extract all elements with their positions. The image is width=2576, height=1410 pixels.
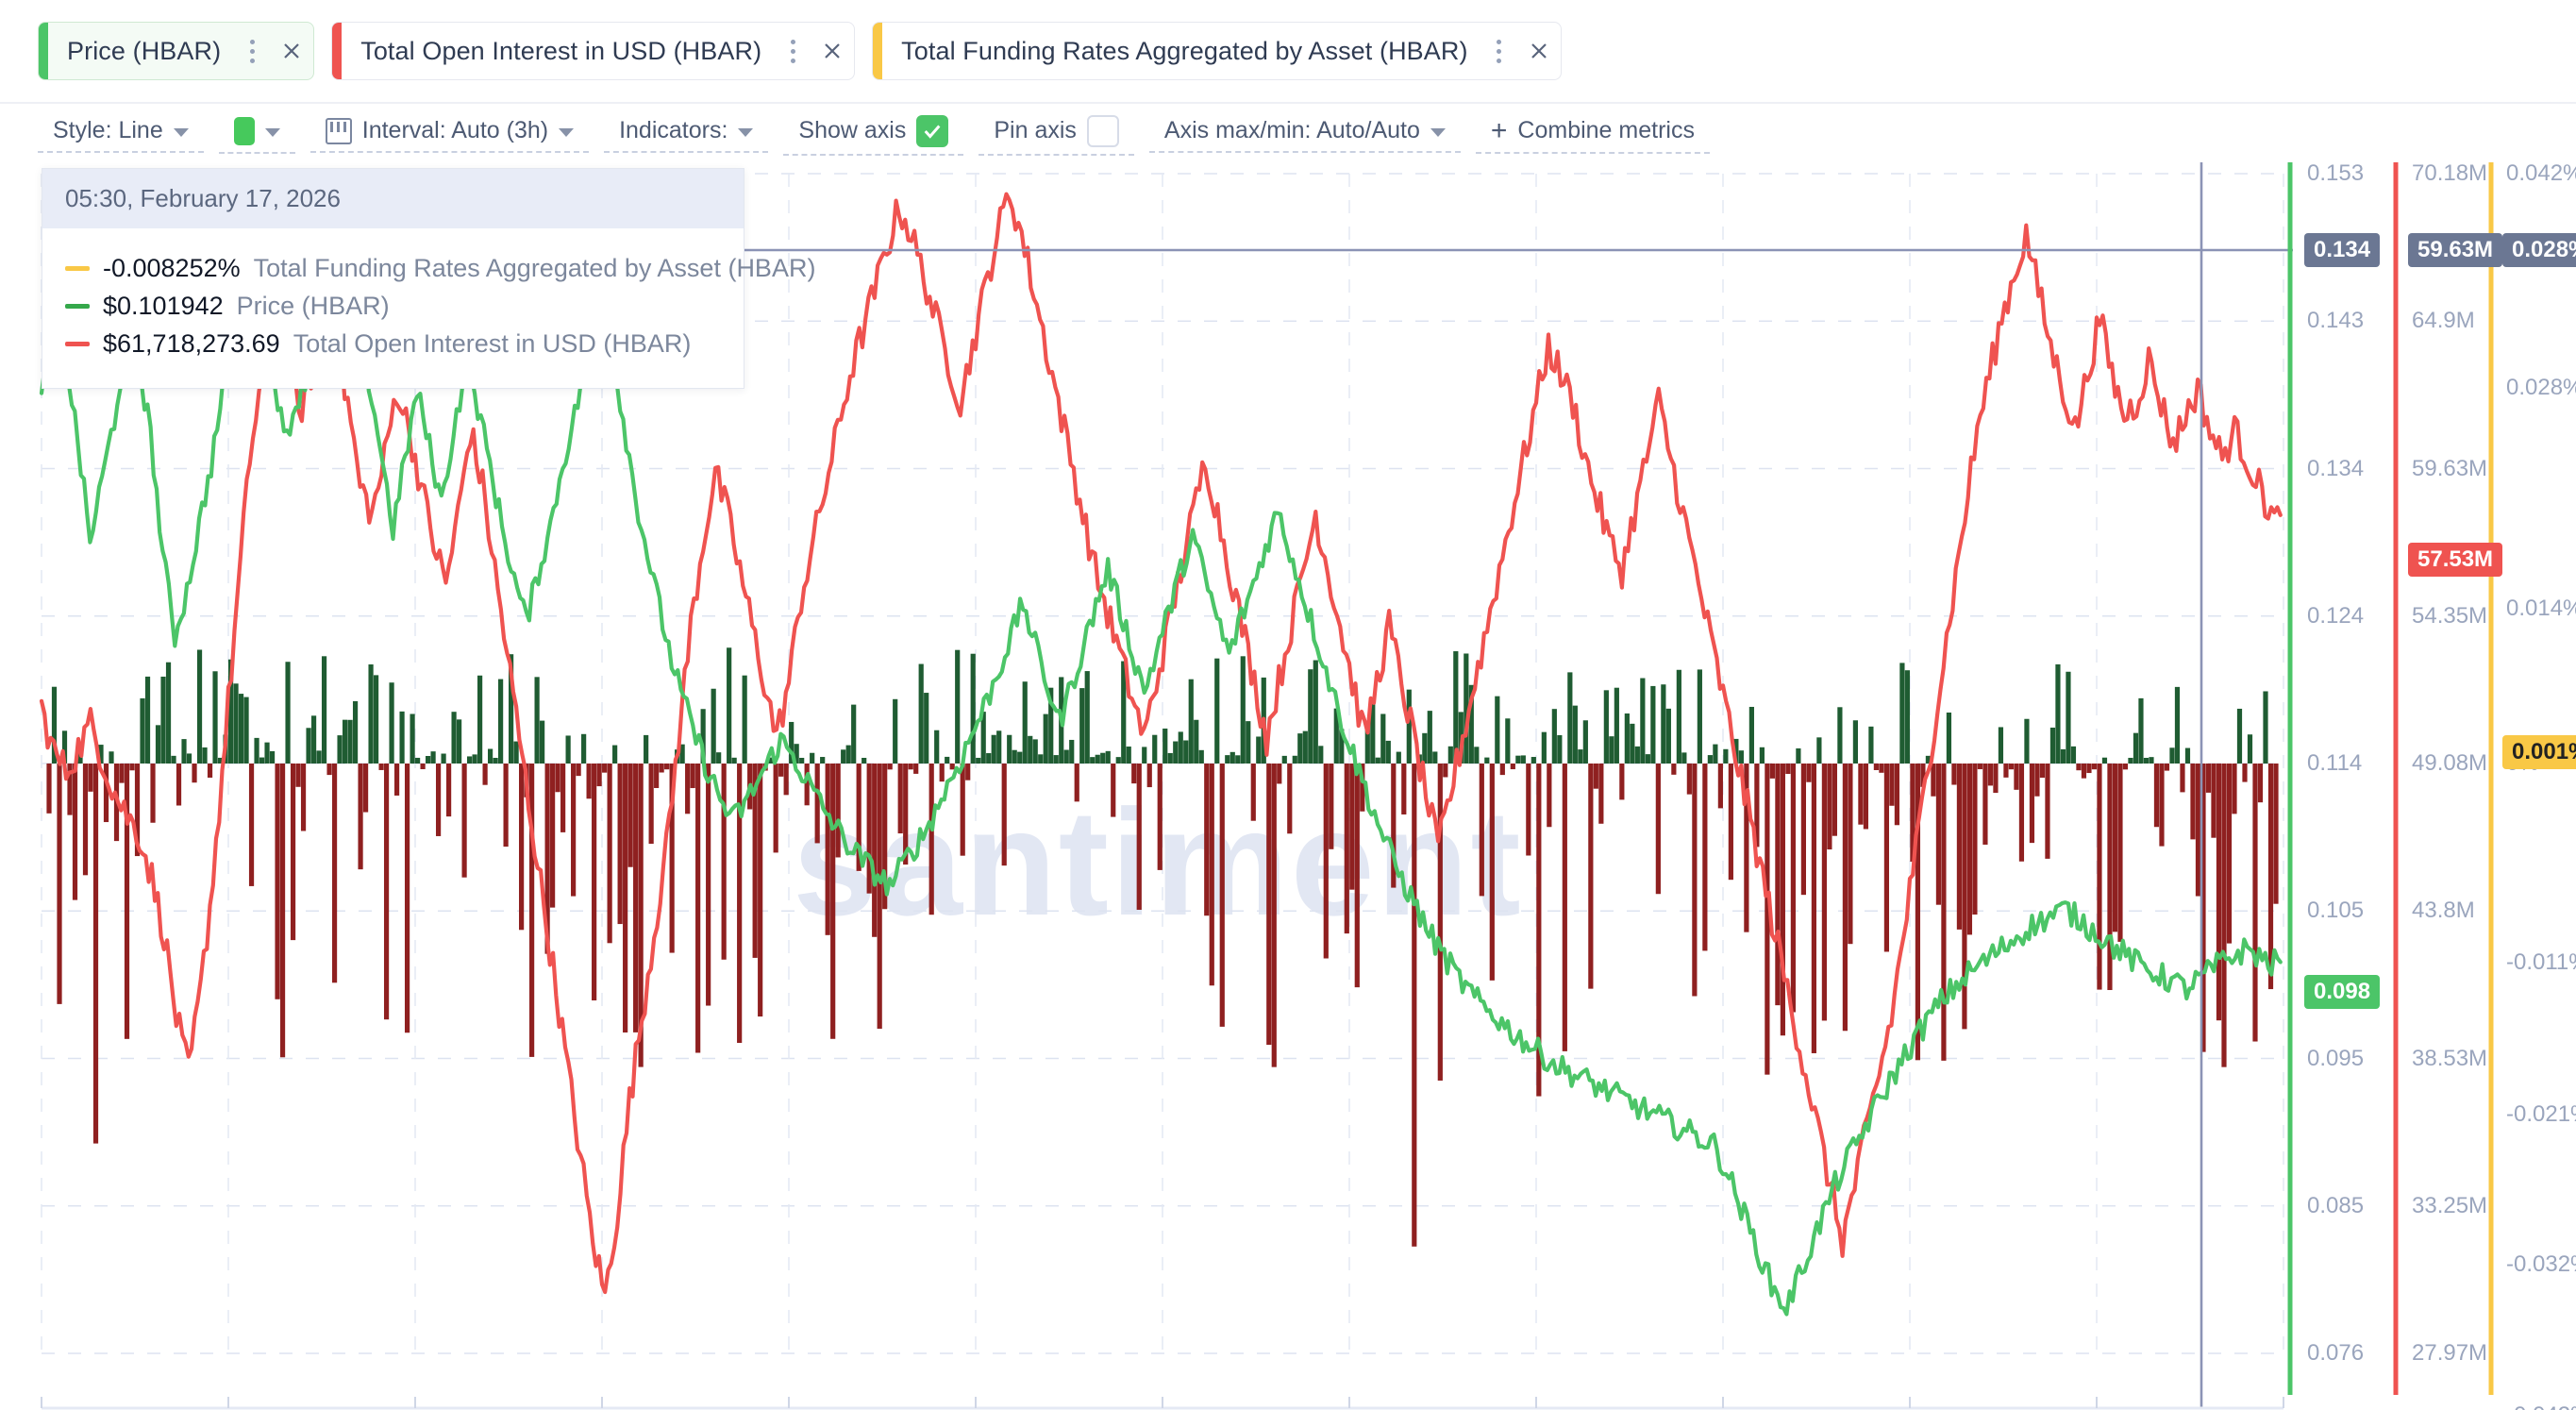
chevron-down-icon [264,127,280,137]
candlestick-icon [325,117,352,144]
kebab-menu-icon[interactable] [1489,23,1510,79]
chevron-down-icon [738,127,754,137]
pin-axis-toggle[interactable]: Pin axis [979,111,1134,156]
close-icon[interactable] [270,23,313,79]
show-axis-checkbox[interactable] [916,114,949,147]
tooltip-value: $61,718,273.69 [103,329,280,358]
metric-tab-bar: Price (HBAR) Total Open Interest in USD … [0,0,2576,104]
chart-tooltip: 05:30, February 17, 2026 -0.008252% Tota… [42,168,815,389]
metric-tab-open-interest[interactable]: Total Open Interest in USD (HBAR) [331,22,856,80]
chart-canvas[interactable]: santiment [0,162,2576,1410]
combine-metrics-button[interactable]: + Combine metrics [1475,113,1710,154]
tab-color-stripe [332,23,343,79]
series-color-dash [65,266,90,271]
tooltip-timestamp: 05:30, February 17, 2026 [42,169,744,228]
interval-selector[interactable]: Interval: Auto (3h) [309,113,590,153]
show-axis-label: Show axis [798,117,907,143]
tab-label: Total Open Interest in USD (HBAR) [360,36,762,65]
close-icon[interactable] [811,23,854,79]
pin-axis-label: Pin axis [994,117,1077,143]
tooltip-value: $0.101942 [103,292,224,320]
price-line [39,261,2283,1317]
color-swatch [233,116,255,145]
chart-toolbar: Style: Line Interval: Auto (3h) Indicato… [0,104,2576,162]
indicators-selector[interactable]: Indicators: [604,113,769,153]
tooltip-series-name: Total Funding Rates Aggregated by Asset … [253,254,816,282]
open-interest-line [39,192,2283,1295]
plus-icon: + [1490,114,1508,146]
tooltip-rows: -0.008252% Total Funding Rates Aggregate… [42,228,815,388]
interval-label: Interval: Auto (3h) [361,117,549,143]
tab-label: Price (HBAR) [67,36,222,65]
close-icon[interactable] [1517,23,1561,79]
series-color-dash [65,342,90,346]
tab-color-stripe [39,23,48,79]
indicators-label: Indicators: [619,117,728,143]
chart-plot-area[interactable] [0,162,2576,1410]
tooltip-row-funding: -0.008252% Total Funding Rates Aggregate… [65,254,815,283]
chevron-down-icon [1430,127,1446,137]
tab-label: Total Funding Rates Aggregated by Asset … [901,36,1468,65]
combine-metrics-label: Combine metrics [1517,117,1695,143]
pin-axis-checkbox[interactable] [1086,114,1119,147]
style-selector[interactable]: Style: Line [38,113,204,153]
tab-color-stripe [873,23,883,79]
funding-rate-bars [46,647,2279,1247]
series-color-dash [65,304,90,309]
axis-minmax-label: Axis max/min: Auto/Auto [1163,117,1420,143]
style-label: Style: Line [53,117,163,143]
color-selector[interactable] [218,113,295,154]
kebab-menu-icon[interactable] [782,23,803,79]
tooltip-row-open-interest: $61,718,273.69 Total Open Interest in US… [65,329,721,359]
metric-tab-funding-rates[interactable]: Total Funding Rates Aggregated by Asset … [872,22,1562,80]
metric-tab-price[interactable]: Price (HBAR) [38,22,315,80]
show-axis-toggle[interactable]: Show axis [783,111,964,156]
chevron-down-icon [559,127,575,137]
tooltip-value: -0.008252% [103,254,241,282]
tooltip-series-name: Total Open Interest in USD (HBAR) [293,329,692,358]
kebab-menu-icon[interactable] [242,23,262,79]
chevron-down-icon [173,127,189,137]
tooltip-row-price: $0.101942 Price (HBAR) [65,292,721,321]
axis-minmax-selector[interactable]: Axis max/min: Auto/Auto [1148,113,1461,153]
tooltip-series-name: Price (HBAR) [236,292,390,320]
